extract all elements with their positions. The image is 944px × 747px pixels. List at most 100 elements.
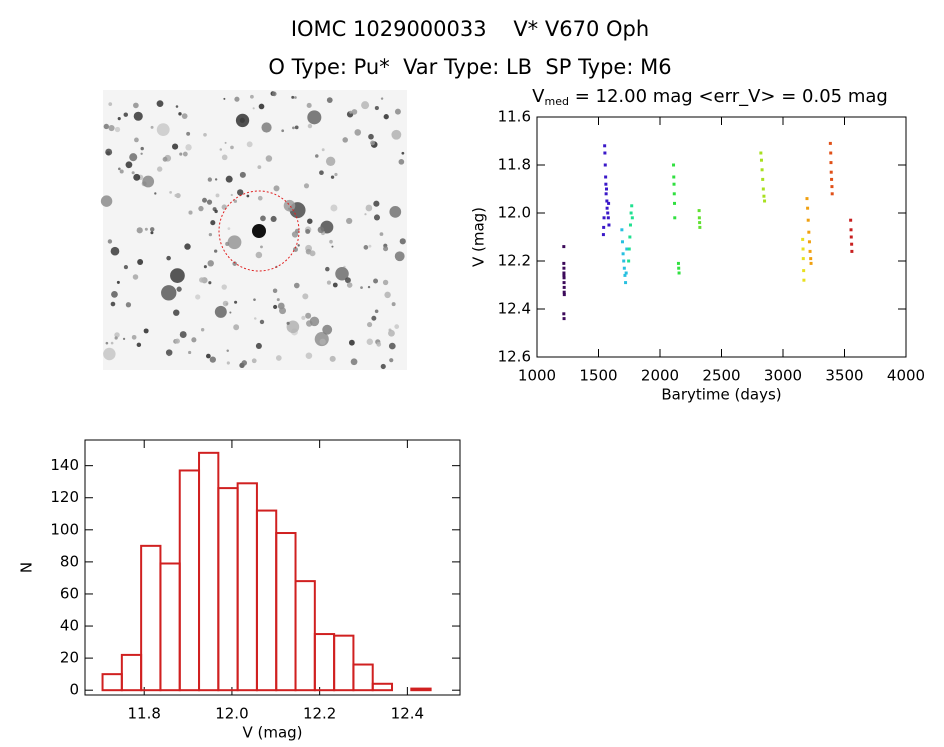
star [140,146,144,151]
data-point [604,192,608,196]
star [309,316,320,327]
star [188,210,193,215]
data-point [850,242,854,246]
y-tick-label: 12.0 [498,204,531,222]
star [366,321,373,328]
data-point [562,285,566,289]
data-point [829,151,833,155]
data-point [802,278,806,282]
star [305,352,313,360]
star [241,360,248,366]
data-point [625,247,629,251]
data-point [850,249,854,253]
aperture [218,190,300,272]
data-point [562,273,566,277]
data-point [809,257,813,261]
star [382,279,389,286]
star [273,185,280,192]
data-point [630,216,634,220]
data-point [620,240,624,244]
star [257,195,263,201]
star [200,328,205,332]
star [383,246,389,252]
x-tick-label: 3500 [825,367,863,385]
data-point [697,216,701,220]
star [257,165,262,169]
star [239,171,246,178]
data-point [562,290,566,294]
data-point [605,199,609,203]
star [326,97,333,104]
title-rest: = 12.00 mag <err_V> = 0.05 mag [569,86,888,107]
star [260,245,263,249]
star [307,218,313,224]
star [325,156,336,166]
star [250,94,254,99]
histogram-bar [313,633,336,692]
data-point [673,216,677,220]
data-point [604,187,608,191]
star [370,140,375,146]
data-point [562,281,566,285]
star [122,337,126,341]
star [371,315,377,321]
star [265,155,273,162]
star [330,175,335,179]
data-point [672,175,676,179]
title-sub: med [545,95,569,108]
star [108,124,115,132]
star [207,260,214,267]
histogram-bar [371,682,394,692]
data-point [604,182,608,186]
star [208,281,212,285]
data-point [562,266,566,270]
star [271,91,277,97]
star [315,154,319,158]
star [294,228,300,234]
star [331,245,334,248]
data-point [562,261,566,265]
data-point [677,271,681,275]
data-point [603,163,607,167]
star [107,239,113,244]
star [321,148,325,152]
star [261,122,272,133]
star [394,251,405,262]
star [176,286,182,292]
data-point [759,158,763,162]
data-point [606,211,610,215]
data-point [806,206,810,210]
x-tick-label: 4000 [887,367,925,385]
star [354,129,362,136]
star [373,278,379,284]
star [329,355,336,362]
data-point [672,163,676,167]
star [367,285,371,289]
star [185,144,192,151]
star [233,199,238,203]
star [380,97,384,100]
star [195,294,201,300]
star [137,259,144,265]
star [383,114,389,120]
star [162,156,168,162]
star [307,110,322,125]
star [166,255,171,261]
star [344,277,351,284]
data-point [829,170,833,174]
star [294,125,299,130]
star [114,126,121,133]
target-star [252,224,266,238]
star [388,329,395,337]
star [237,189,244,196]
data-point [809,261,813,265]
x-tick-label: 2500 [702,367,740,385]
y-tick-label: 80 [60,552,79,570]
star [384,291,391,299]
star [368,133,374,140]
star [123,265,129,270]
star [167,353,171,357]
star [379,232,384,236]
histogram-bar [294,580,316,692]
data-point [562,245,566,249]
